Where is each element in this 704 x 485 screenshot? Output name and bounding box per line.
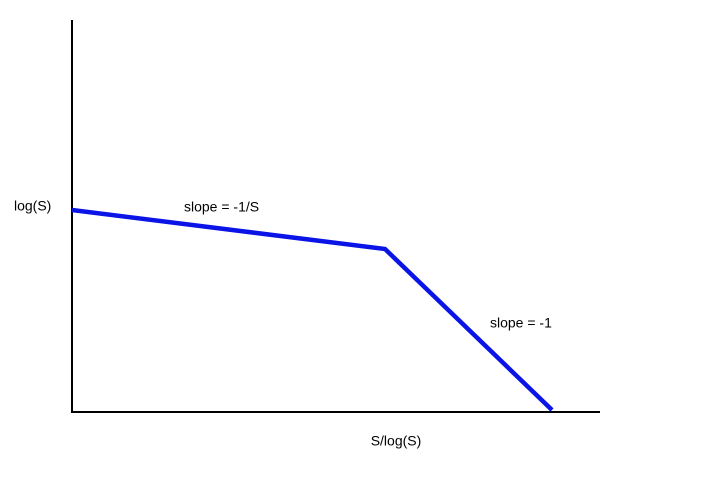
x-axis-label: S/log(S)	[371, 433, 422, 449]
y-axis-label: log(S)	[14, 198, 51, 214]
curve	[71, 207, 554, 412]
slope-annotation: slope = -1	[490, 315, 552, 331]
slope-annotation: slope = -1/S	[184, 199, 259, 215]
